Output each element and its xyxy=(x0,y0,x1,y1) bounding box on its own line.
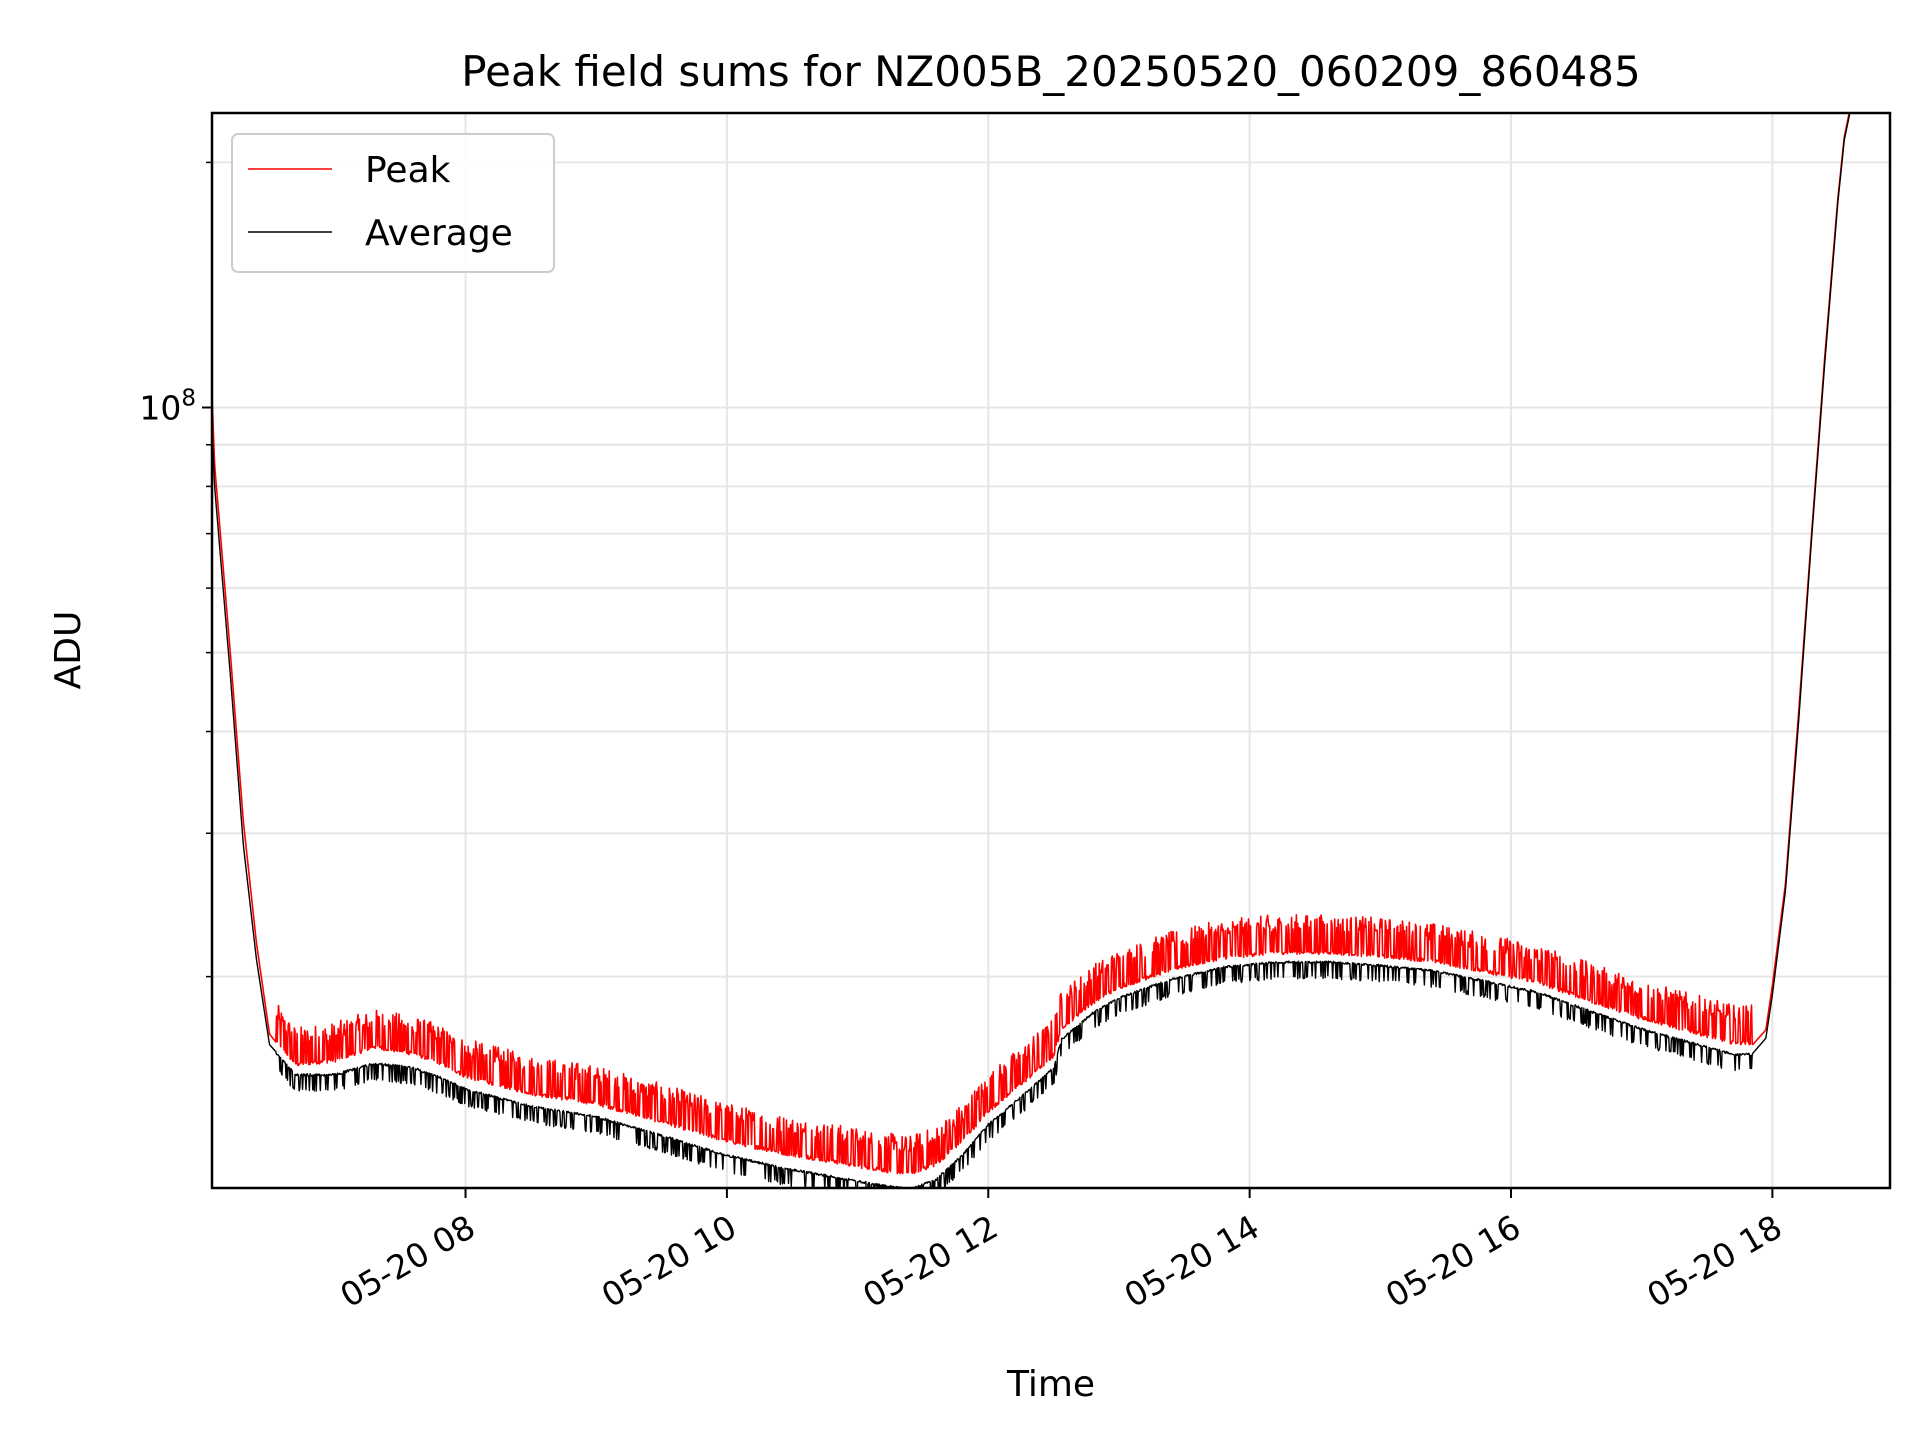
legend-label-peak: Peak xyxy=(365,150,451,191)
grid-lines xyxy=(212,113,1890,1188)
chart-title: Peak field sums for NZ005B_20250520_0602… xyxy=(461,47,1640,96)
plot-frame xyxy=(210,111,1892,1190)
x-axis-label: Time xyxy=(1006,1364,1095,1405)
series-line-average xyxy=(212,113,1851,1188)
y-axis-label: ADU xyxy=(48,611,89,690)
legend: Peak Average xyxy=(231,133,555,273)
legend-label-average: Average xyxy=(365,213,513,254)
y-tick-label: 108 xyxy=(139,386,196,428)
series-line-peak xyxy=(212,113,1851,1175)
series-lines xyxy=(212,113,1851,1188)
